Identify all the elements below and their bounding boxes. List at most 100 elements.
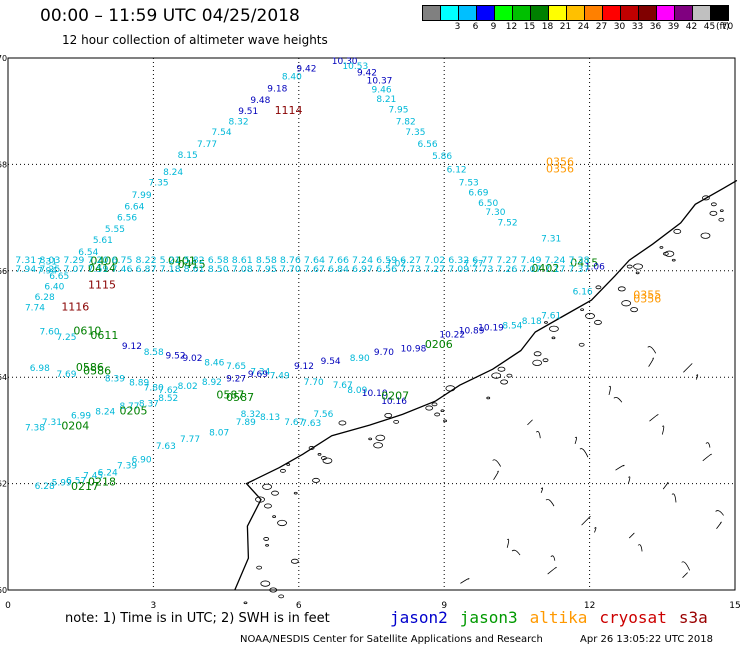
wave-height-label: 10.98 bbox=[401, 345, 427, 355]
wave-height-label: 10.30 bbox=[332, 57, 358, 67]
wave-height-label: 8.09 bbox=[347, 386, 367, 396]
island-outline bbox=[551, 336, 556, 340]
island-outline bbox=[256, 565, 263, 570]
lake-outline bbox=[608, 385, 611, 396]
wave-height-label: 8.58 bbox=[144, 348, 164, 358]
wave-height-label: 9.54 bbox=[321, 357, 341, 367]
legend-swatch bbox=[603, 6, 621, 20]
wave-height-label: 7.27 bbox=[464, 260, 484, 270]
page-title: 00:00 – 11:59 UTC 04/25/2018 bbox=[40, 6, 300, 26]
wave-height-label: 7.69 bbox=[56, 370, 76, 380]
island-outline bbox=[434, 412, 441, 417]
wave-height-label: 8.02 bbox=[178, 382, 198, 392]
island-outline bbox=[702, 195, 710, 201]
y-tick-label: 64 bbox=[0, 373, 7, 382]
wave-height-label: 7.89 bbox=[236, 418, 256, 428]
wave-height-label: 8.32 bbox=[241, 410, 261, 420]
wave-height-label: 7.61 bbox=[541, 312, 561, 322]
island-outline bbox=[486, 396, 491, 400]
legend-swatch-label: 39 bbox=[667, 22, 680, 32]
wave-height-label: 0414 bbox=[88, 262, 116, 275]
lake-outline bbox=[627, 476, 631, 484]
legend-swatch-label: 27 bbox=[595, 22, 608, 32]
wave-height-label: 10.10 bbox=[362, 389, 388, 399]
island-outline bbox=[617, 286, 626, 292]
lake-outline bbox=[662, 481, 669, 490]
legend-swatch bbox=[657, 6, 675, 20]
wave-height-label: 9.42 bbox=[296, 64, 316, 74]
wave-height-label: 6.12 bbox=[447, 165, 467, 175]
lake-outline bbox=[493, 470, 499, 481]
island-outline bbox=[709, 210, 718, 216]
lake-outline bbox=[716, 521, 722, 530]
wave-height-label: 7.82 bbox=[396, 118, 416, 128]
wave-height-label: 6.90 bbox=[132, 455, 152, 465]
wave-height-label: 8.24 bbox=[163, 168, 183, 178]
legend-swatch bbox=[513, 6, 531, 20]
wave-height-label: 6.64 bbox=[124, 203, 144, 213]
wave-height-label: 0610 bbox=[73, 325, 101, 338]
x-tick-label: 9 bbox=[441, 601, 447, 611]
island-outline bbox=[308, 446, 315, 450]
lake-outline bbox=[683, 363, 693, 373]
island-outline bbox=[243, 601, 248, 605]
wave-height-label: 0586 bbox=[83, 365, 111, 378]
wave-height-label: 8.90 bbox=[350, 354, 370, 364]
wave-height-label: 9.27 bbox=[226, 374, 246, 384]
wave-height-label: 7.49 bbox=[270, 371, 290, 381]
wave-height-label: 0400 bbox=[90, 254, 118, 267]
lake-outline bbox=[579, 448, 589, 458]
dense-track-labels: 7.94 7.25 7.07 7.59 7.46 6.87 7.18 8.61 … bbox=[15, 265, 589, 275]
y-tick-label: 68 bbox=[0, 160, 7, 169]
wave-height-label: 9.12 bbox=[294, 362, 314, 372]
wave-height-label: 7.99 bbox=[132, 191, 152, 201]
lake-outline bbox=[574, 436, 577, 444]
island-outline bbox=[580, 308, 585, 311]
wave-height-label: 9.18 bbox=[267, 85, 287, 95]
wave-height-label: 9.52 bbox=[166, 352, 186, 362]
legend-swatch bbox=[675, 6, 693, 20]
wave-height-label: 5.99 bbox=[52, 479, 72, 489]
y-tick-label: 66 bbox=[0, 267, 7, 276]
wave-height-label: 0206 bbox=[425, 338, 453, 351]
wave-height-label: 8.32 bbox=[229, 118, 249, 128]
wave-height-label: 1116 bbox=[61, 301, 89, 314]
map-border bbox=[7, 57, 736, 591]
legend-swatch-label: 36 bbox=[649, 22, 662, 32]
legend-swatch bbox=[711, 6, 728, 20]
lake-outline bbox=[527, 419, 533, 426]
coastline bbox=[234, 179, 738, 605]
wave-height-label: 9.51 bbox=[238, 107, 258, 117]
lake-outline bbox=[550, 555, 556, 561]
island-outline bbox=[544, 321, 548, 324]
legend-unit: (ft) bbox=[716, 22, 730, 32]
map-gridlines bbox=[8, 58, 735, 590]
island-outline bbox=[533, 351, 542, 357]
lake-outline bbox=[647, 346, 657, 354]
island-outline bbox=[671, 258, 676, 262]
color-scale-legend bbox=[422, 5, 729, 21]
wave-height-label: 6.28 bbox=[35, 482, 55, 492]
wave-height-label: 1.06 bbox=[585, 263, 605, 273]
wave-height-label: 7.39 bbox=[117, 462, 137, 472]
wave-height-label: 5.86 bbox=[432, 152, 452, 162]
legend-swatch-label: 24 bbox=[577, 22, 590, 32]
legend-swatch-label: 70 bbox=[721, 22, 734, 32]
y-tick-label: 70 bbox=[0, 54, 7, 63]
wave-height-label: 5.55 bbox=[105, 225, 125, 235]
wave-height-label: 6.28 bbox=[35, 293, 55, 303]
y-tick-label: 62 bbox=[0, 480, 7, 489]
island-outline bbox=[633, 263, 643, 270]
legend-swatch-label: 6 bbox=[472, 22, 479, 32]
island-outline bbox=[542, 358, 549, 363]
island-outline bbox=[290, 558, 299, 564]
wave-height-label: 7.31 bbox=[37, 257, 57, 267]
wave-height-label: 6.65 bbox=[49, 272, 69, 282]
island-outline bbox=[578, 342, 585, 347]
lake-outline bbox=[581, 516, 591, 526]
island-outline bbox=[630, 307, 639, 313]
x-tick-label: 12 bbox=[584, 601, 595, 611]
legend-swatch bbox=[477, 6, 495, 20]
wave-height-label: 7.63 bbox=[301, 419, 321, 429]
x-tick-label: 6 bbox=[296, 601, 302, 611]
